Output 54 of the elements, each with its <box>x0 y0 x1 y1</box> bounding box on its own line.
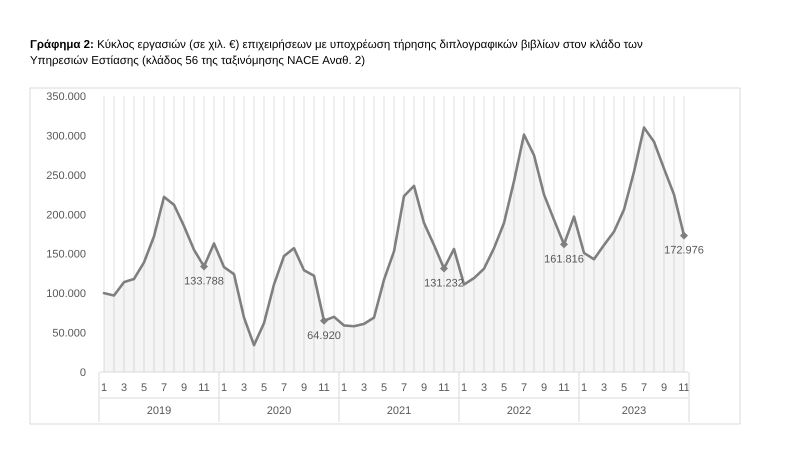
x-tick-label: 11 <box>438 382 450 394</box>
text: 2022 <box>506 405 532 417</box>
x-tick-label: 7 <box>280 382 288 394</box>
x-tick-label: 7 <box>520 382 528 394</box>
x-tick-label: 7 <box>400 382 408 394</box>
x-tick-label: 1 <box>100 382 108 394</box>
data-label: 172.976 <box>664 244 704 257</box>
text: 2020 <box>266 405 292 417</box>
x-tick-label: 5 <box>620 382 628 394</box>
y-tick-label: 200.000 <box>46 209 86 222</box>
x-tick-label: 11 <box>318 382 330 394</box>
data-label: 131.232 <box>424 278 464 290</box>
x-tick-label: 9 <box>180 382 188 394</box>
y-tick-label: 50.000 <box>52 328 86 340</box>
y-tick-label: 0 <box>80 367 86 379</box>
x-tick-label: 3 <box>240 382 248 394</box>
point <box>560 240 568 248</box>
point <box>680 232 688 240</box>
x-tick-label: 1 <box>340 382 348 394</box>
chart-title: Γράφημα 2: Κύκλος εργασιών (σε χιλ. €) επιχειρήσεων με υποχρέωση τήρησης διπλογραφικών βιβλίων στον κλάδο των Υπηρεσιών Εστίασης (κλάδος 56 της ταξινόμησης NACE Αναθ. 2) <box>30 39 644 67</box>
x-tick-label: 11 <box>678 382 690 394</box>
x-tick-label: 3 <box>480 382 488 394</box>
y-tick-label: 250.000 <box>46 170 86 182</box>
x-tick-label: 5 <box>380 382 388 394</box>
y-tick-label: 350.000 <box>46 91 86 103</box>
x-tick-label: 9 <box>540 382 548 394</box>
x-tick-label: 1 <box>220 382 228 394</box>
y-tick-label: 150.000 <box>46 248 86 261</box>
x-tick-label: 11 <box>558 382 570 394</box>
x-tick-label: 3 <box>360 382 368 394</box>
x-tick-label: 3 <box>600 382 608 394</box>
point <box>200 262 208 270</box>
x-tick-label: 5 <box>260 382 268 394</box>
x-tick-label: 9 <box>300 382 308 394</box>
x-tick-label: 5 <box>140 382 148 394</box>
y-tick-label: 100.000 <box>46 288 86 300</box>
x-tick-label: 11 <box>198 382 210 394</box>
x-tick-label: 1 <box>460 382 468 394</box>
point <box>440 264 448 273</box>
x-tick-label: 9 <box>660 382 668 394</box>
x-tick-label: 3 <box>120 382 128 394</box>
text: 2023 <box>622 405 646 417</box>
x-tick-label: 5 <box>500 382 508 394</box>
text: 2021 <box>386 405 412 417</box>
data-label: 161.816 <box>544 253 584 266</box>
y-tick-label: 300.000 <box>46 130 86 142</box>
text: 2019 <box>146 405 172 417</box>
point <box>320 316 328 325</box>
x-tick-label: 1 <box>580 382 588 394</box>
x-tick-label: 7 <box>640 382 648 394</box>
x-tick-label: 7 <box>160 382 168 394</box>
data-label: 133.788 <box>184 276 224 288</box>
x-tick-label: 9 <box>420 382 428 394</box>
data-label: 64.920 <box>307 330 341 342</box>
